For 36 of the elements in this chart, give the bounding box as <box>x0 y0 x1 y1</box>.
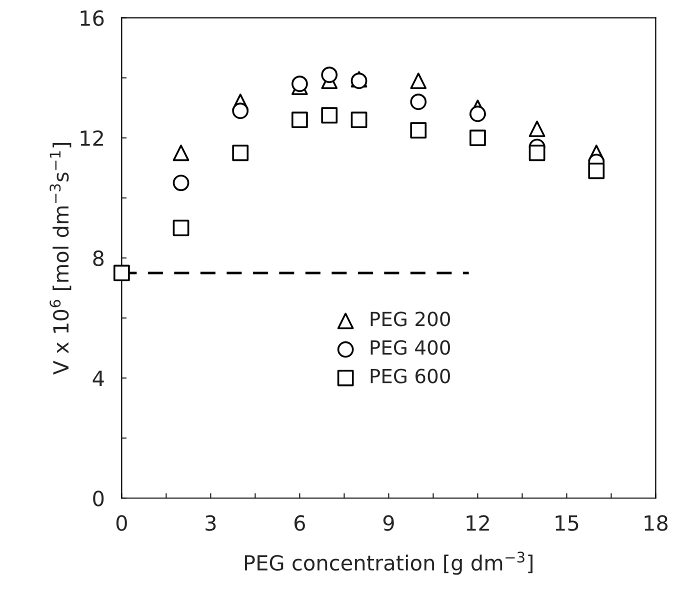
y-tick-label: 4 <box>92 370 104 386</box>
x-axis-title: PEG concentration [g dm$^{−3}$] <box>245 552 532 575</box>
legend-label: PEG 400 <box>370 340 450 355</box>
point <box>172 144 190 162</box>
point <box>292 112 308 128</box>
point <box>410 72 427 90</box>
point <box>113 264 130 282</box>
x-tick-label: 12 <box>466 515 489 531</box>
legend-label: PEG 200 <box>370 312 450 326</box>
y-tick-label: 12 <box>80 130 103 146</box>
point <box>470 130 486 146</box>
point <box>470 106 486 122</box>
point <box>292 76 308 92</box>
x-tick-label: 15 <box>556 515 578 531</box>
x-tick-label: 0 <box>116 515 127 531</box>
point <box>172 174 190 192</box>
point <box>588 162 605 180</box>
y-tick-label: 0 <box>93 490 104 506</box>
point <box>410 94 427 110</box>
point <box>350 112 368 128</box>
x-tick-label: 3 <box>206 515 216 531</box>
point <box>528 120 546 138</box>
y-tick-label: 16 <box>80 10 104 26</box>
point <box>528 144 546 162</box>
point <box>172 220 190 236</box>
x-tick-label: 18 <box>644 515 668 531</box>
x-tick-label: 9 <box>383 515 394 531</box>
y-tick-label: 8 <box>93 250 104 266</box>
y-axis-title: V x 10$^{6}$ [mol dm$^{−3}$s$^{−1}$] <box>50 143 72 375</box>
point <box>321 107 338 124</box>
point <box>410 122 427 139</box>
point <box>321 66 338 84</box>
legend-label: PEG 600 <box>370 368 450 384</box>
x-tick-label: 6 <box>294 515 306 531</box>
point <box>232 102 249 120</box>
point <box>232 144 249 162</box>
